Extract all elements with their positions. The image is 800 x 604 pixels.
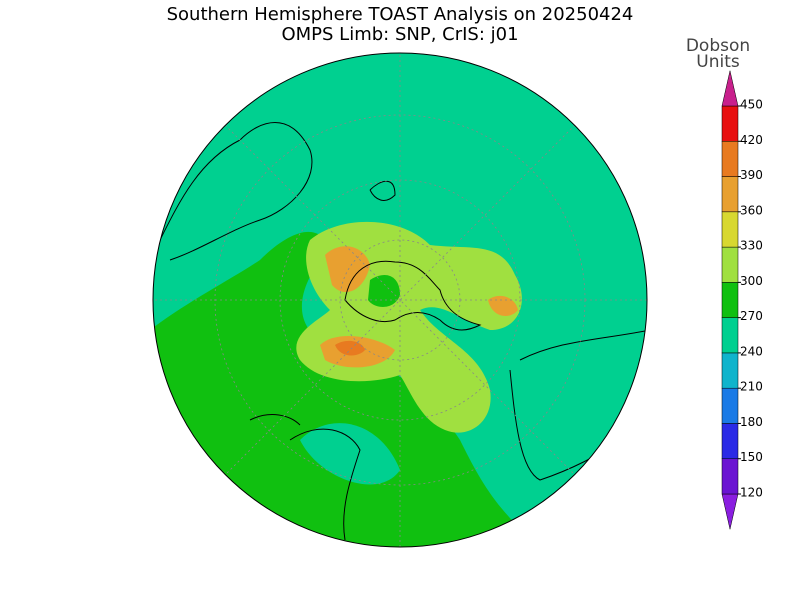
colorbar-tick-label: 450 [740,98,763,112]
colorbar: 120 150 180 210 240 270 300 330 360 390 420 450 [721,70,763,530]
colorbar-tick-label: 120 [740,486,763,500]
colorbar-tick-label: 210 [740,380,763,394]
colorbar-segment [721,246,739,283]
colorbar-tick-label: 270 [740,309,763,323]
field-green [153,232,560,547]
field-orange-3 [488,295,518,316]
colorbar-tick-label: 300 [740,274,763,288]
colorbar-arrow [721,70,739,107]
colorbar-tick-label: 150 [740,450,763,464]
colorbar-segment [721,458,739,495]
map-border [152,52,648,548]
colorbar-segment [721,176,739,213]
colorbar-label: Units [696,52,740,72]
colorbar-segment [721,423,739,459]
colorbar-tick-label: 240 [740,344,763,358]
title: Southern Hemisphere TOAST Analysis on 20… [167,4,634,25]
colorbar-segment [721,141,739,177]
graticule [153,53,647,547]
field-orange-1 [325,246,370,293]
colorbar-segment [721,211,739,248]
colorbar-tick-label: 180 [740,415,763,429]
map [153,53,647,547]
colorbar-tick-label: 390 [740,168,763,182]
colorbar-tick-label: 330 [740,239,763,253]
colorbar-segment [721,352,739,389]
colorbar-segment [721,387,739,424]
field-green-core [368,275,400,307]
colorbar-tick-label: 420 [740,133,763,147]
subtitle: OMPS Limb: SNP, CrIS: j01 [281,24,518,45]
colorbar-segment [721,282,739,318]
colorbar-segment [721,105,739,142]
field-teal [300,423,400,485]
colorbar-label: Dobson [686,36,750,56]
field-orange-core [335,340,365,356]
colorbar-tick-label: 360 [740,203,763,217]
colorbar-segment [721,317,739,354]
